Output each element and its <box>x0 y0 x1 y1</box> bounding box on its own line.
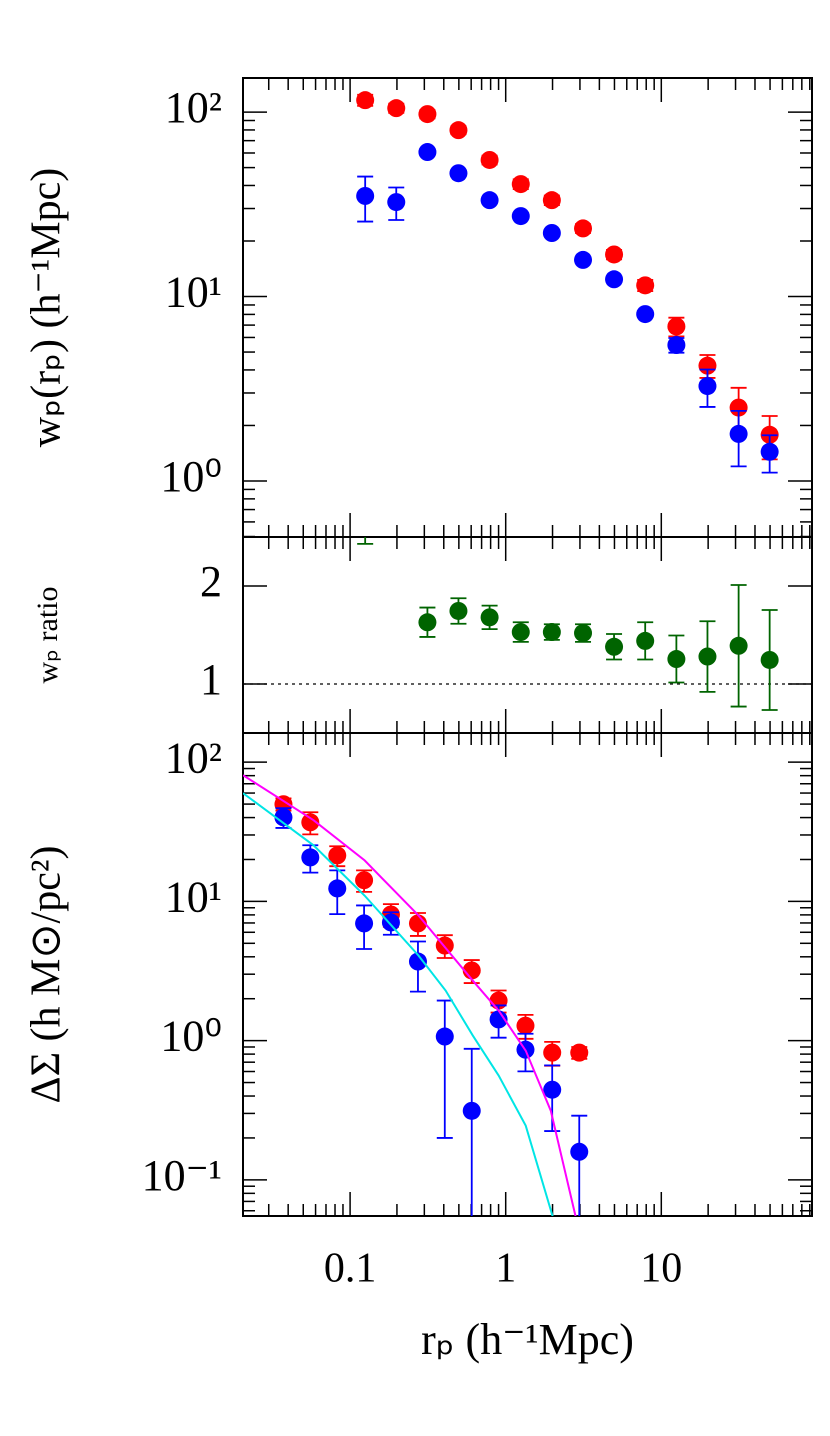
x-tick-label: 1 <box>495 1246 516 1292</box>
panel: 0.1 1 10 10⁻¹ 10⁰ 10¹ 10² ΔΣ (h M⊙/pc²) rₚ (h⁻¹M… <box>24 732 813 1364</box>
data-point <box>570 1142 589 1161</box>
data-point <box>356 186 375 205</box>
x-tick-label: 10 <box>640 1246 682 1292</box>
data-point <box>418 613 437 632</box>
data-point <box>480 608 499 627</box>
data-point <box>760 650 779 669</box>
data-point <box>449 121 468 140</box>
data-point <box>462 1101 481 1120</box>
data-point <box>301 813 320 832</box>
error-bar <box>463 1047 480 1216</box>
data-point <box>489 1010 508 1029</box>
y-tick-label: 10² <box>165 83 222 132</box>
error-bar <box>357 537 374 545</box>
model-line <box>243 792 554 1216</box>
data-point <box>387 99 406 118</box>
data-point <box>449 601 468 620</box>
y-tick-label: 10⁻¹ <box>142 1151 222 1200</box>
y-tick-label: 2 <box>200 557 222 606</box>
error-bar <box>436 999 453 1139</box>
data-point <box>355 871 374 890</box>
y-tick-label: 10⁰ <box>160 1012 222 1061</box>
data-point <box>449 164 468 183</box>
x-tick-label: 0.1 <box>324 1246 377 1292</box>
data-point <box>574 624 593 643</box>
data-point <box>760 442 779 461</box>
y-tick-label: 1 <box>200 655 222 704</box>
data-point <box>636 631 655 650</box>
y-axis-label: ΔΣ (h M⊙/pc²) <box>24 846 70 1104</box>
data-point <box>667 650 686 669</box>
data-point <box>667 336 686 355</box>
data-point <box>543 1043 562 1062</box>
data-point <box>435 1027 454 1046</box>
plot-frame <box>242 732 813 1217</box>
panel: 1 2 wₚ ratio <box>31 450 813 734</box>
y-tick-label: 10² <box>165 733 222 782</box>
data-point <box>605 637 624 656</box>
plot-area <box>243 774 589 1216</box>
error-bar <box>571 1114 588 1216</box>
model-line <box>243 774 577 1216</box>
data-point <box>328 846 347 865</box>
data-point <box>511 175 530 194</box>
data-point <box>511 623 530 642</box>
plot-frame <box>242 77 813 538</box>
x-axis-label: rₚ (h⁻¹Mpc) <box>421 1315 634 1364</box>
y-tick-label: 10¹ <box>165 872 222 921</box>
data-point <box>698 377 717 396</box>
data-point <box>355 914 374 933</box>
data-point <box>480 191 499 210</box>
data-point <box>574 219 593 238</box>
data-point <box>542 191 561 210</box>
data-point <box>356 450 374 468</box>
data-point <box>729 424 748 443</box>
data-point <box>636 305 655 324</box>
data-point <box>667 317 686 336</box>
data-point <box>387 193 406 212</box>
data-point <box>418 105 437 124</box>
data-point <box>301 848 320 867</box>
y-axis-label: wₚ(rₚ) (h⁻¹Mpc) <box>24 168 70 447</box>
data-point <box>636 276 655 295</box>
data-point <box>729 398 748 417</box>
data-point <box>516 1016 535 1035</box>
plot-area <box>243 450 812 711</box>
data-point <box>381 913 400 932</box>
data-point <box>574 250 593 269</box>
data-point <box>328 879 347 898</box>
data-point <box>356 91 375 110</box>
y-tick-label: 10¹ <box>165 268 222 317</box>
data-point <box>408 952 427 971</box>
data-point <box>542 623 561 642</box>
plot-area <box>356 91 779 474</box>
data-point <box>511 207 530 226</box>
data-point <box>418 143 437 162</box>
data-point <box>729 636 748 655</box>
data-point <box>274 808 293 827</box>
y-tick-label: 10⁰ <box>160 452 222 501</box>
data-point <box>698 647 717 666</box>
data-point <box>605 245 624 264</box>
data-point <box>570 1043 589 1062</box>
data-point <box>480 150 499 169</box>
data-point <box>605 270 624 289</box>
y-axis-label: wₚ ratio <box>31 587 64 684</box>
data-point <box>543 1080 562 1099</box>
panel: 10⁰ 10¹ 10² wₚ(rₚ) (h⁻¹Mpc) <box>24 77 813 538</box>
data-point <box>542 224 561 243</box>
